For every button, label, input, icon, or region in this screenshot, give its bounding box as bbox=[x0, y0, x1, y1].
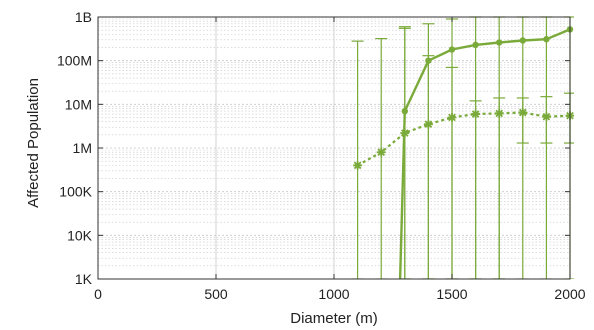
data-point bbox=[496, 39, 503, 46]
data-point bbox=[353, 160, 363, 170]
star-marker-stroke bbox=[448, 113, 456, 122]
y-tick-label: 1K bbox=[75, 271, 93, 287]
star-marker-stroke bbox=[424, 120, 433, 129]
x-tick-label: 1500 bbox=[436, 286, 467, 302]
data-point bbox=[448, 46, 456, 53]
y-tick-label: 100K bbox=[59, 184, 92, 200]
data-point bbox=[518, 108, 528, 118]
y-axis-label: Affected Population bbox=[25, 78, 42, 208]
data-point bbox=[447, 112, 457, 122]
star-marker-stroke bbox=[377, 148, 386, 157]
x-tick-label: 1000 bbox=[318, 286, 349, 302]
x-axis-label: Diameter (m) bbox=[290, 310, 378, 327]
grid bbox=[97, 16, 571, 280]
x-tick-label: 2000 bbox=[554, 286, 585, 302]
y-tick-label: 10K bbox=[67, 227, 93, 243]
data-point bbox=[494, 108, 504, 118]
y-tick-label: 1M bbox=[73, 140, 92, 156]
series-2 bbox=[351, 27, 574, 279]
star-marker-stroke bbox=[518, 108, 527, 117]
tick-layer: 0 500 1000 1500 2000 1K 10K 100K 1M 10M 100M 1B bbox=[57, 9, 586, 302]
series-line bbox=[398, 28, 571, 279]
y-tick-label: 10M bbox=[65, 96, 92, 112]
star-marker-stroke bbox=[542, 112, 551, 121]
x-tick-label: 0 bbox=[94, 286, 102, 302]
star-marker-stroke bbox=[495, 109, 504, 118]
y-tick-label: 1B bbox=[75, 9, 92, 25]
data-point bbox=[541, 112, 551, 122]
x-tick-label: 500 bbox=[204, 286, 228, 302]
data-point bbox=[472, 41, 479, 49]
y-tick-label: 100M bbox=[57, 53, 92, 69]
star-marker-stroke bbox=[400, 129, 409, 137]
star-marker-stroke bbox=[471, 110, 480, 118]
data-point bbox=[423, 119, 433, 129]
data-point bbox=[519, 37, 526, 44]
star-marker-stroke bbox=[353, 161, 362, 170]
data-point bbox=[543, 36, 550, 43]
data-point bbox=[471, 109, 481, 119]
series-line bbox=[357, 111, 571, 167]
data-point bbox=[376, 147, 386, 157]
data-point bbox=[400, 128, 410, 138]
